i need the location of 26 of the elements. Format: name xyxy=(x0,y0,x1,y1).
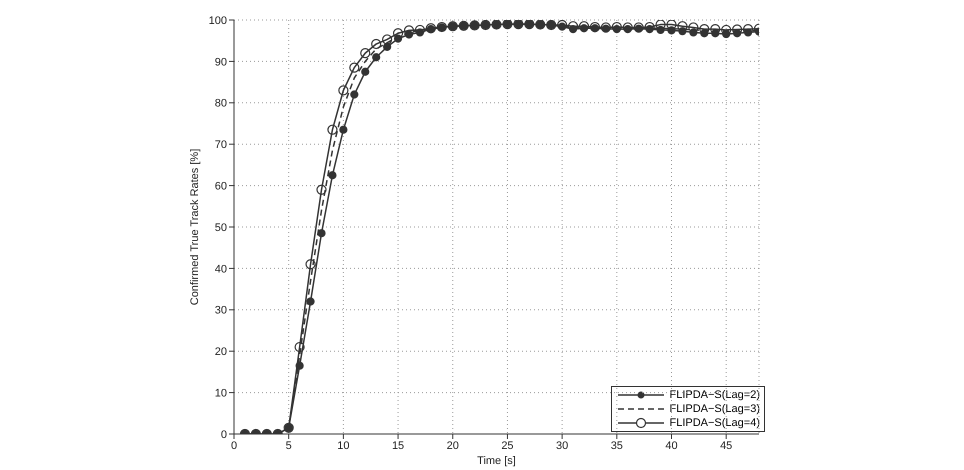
y-tick-label: 50 xyxy=(214,222,227,234)
y-tick-label: 0 xyxy=(220,428,227,441)
y-tick-label: 30 xyxy=(214,304,227,317)
x-tick-label: 40 xyxy=(665,440,678,452)
x-tick-label: 30 xyxy=(556,440,568,452)
x-tick-label: 0 xyxy=(230,440,238,452)
legend-label: FLIPDA−S(Lag=4) xyxy=(670,416,760,430)
x-tick-label: 5 xyxy=(286,440,292,452)
y-tick-label: 80 xyxy=(214,98,227,110)
legend-label: FLIPDA−S(Lag=3) xyxy=(670,402,760,416)
x-tick-label: 35 xyxy=(610,440,623,452)
x-axis-title: Time [s] xyxy=(477,455,516,467)
y-tick-label: 90 xyxy=(214,56,227,68)
x-tick-label: 15 xyxy=(392,440,404,452)
y-axis-title: Confirmed True Track Rates [%] xyxy=(188,148,201,306)
x-tick-label: 20 xyxy=(446,440,459,452)
legend-label: FLIPDA−S(Lag=2) xyxy=(670,388,760,402)
x-tick-label: 45 xyxy=(720,440,732,452)
x-tick-label: 25 xyxy=(501,440,514,452)
y-tick-label: 100 xyxy=(208,14,227,27)
y-tick-label: 60 xyxy=(214,180,227,193)
y-tick-label: 70 xyxy=(214,139,227,152)
x-tick-label: 10 xyxy=(337,440,350,452)
y-tick-label: 40 xyxy=(214,263,227,276)
y-tick-label: 10 xyxy=(214,388,227,400)
y-tick-label: 20 xyxy=(214,346,227,358)
